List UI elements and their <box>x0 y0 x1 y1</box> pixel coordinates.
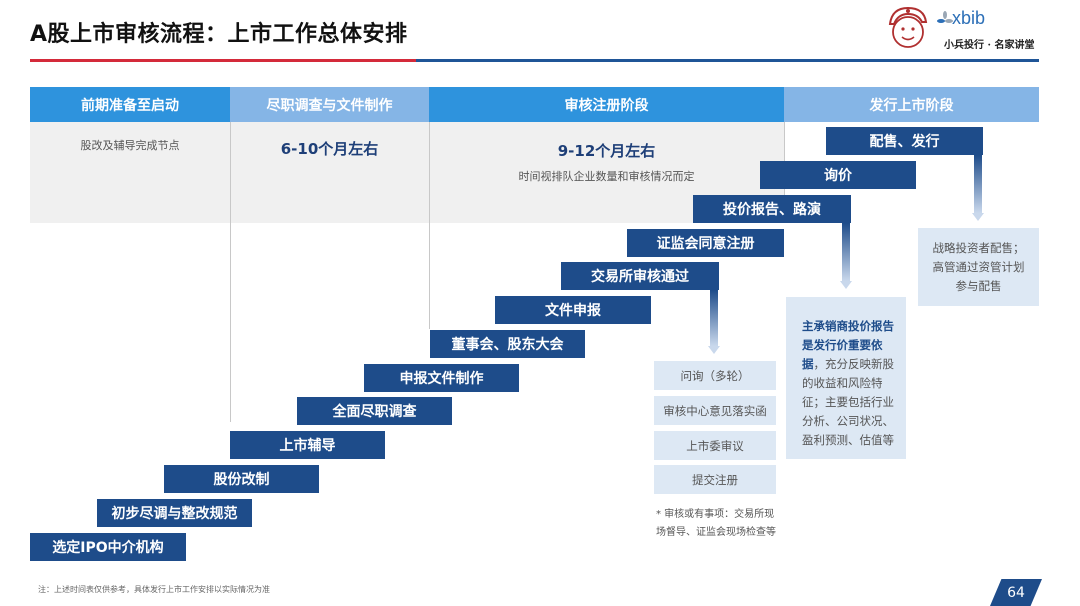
phase-header-issuance-listing: 发行上市阶段 <box>784 87 1039 122</box>
step-exchange-approval: 交易所审核通过 <box>561 262 719 290</box>
review-duration: 9-12个月左右 <box>557 142 656 160</box>
xbib-flower-icon <box>937 11 953 23</box>
review-contingency-note: * 审核或有事项：交易所现场督导、证监会现场检查等 <box>656 509 776 538</box>
title-underline-blue <box>416 59 1039 62</box>
review-duration-note: 时间视排队企业数量和审核情况而定 <box>518 170 695 183</box>
phase-header-review-registration: 审核注册阶段 <box>429 87 784 122</box>
mascot-logo-icon <box>888 6 928 48</box>
step-listing-tutoring: 上市辅导 <box>230 431 385 459</box>
step-filing-document-prep: 申报文件制作 <box>364 364 519 392</box>
phase-header-preparation: 前期准备至启动 <box>30 87 230 122</box>
exchange-review-arrow <box>710 290 718 346</box>
page-title: A股上市审核流程：上市工作总体安排 <box>30 22 408 47</box>
phase-divider-2 <box>429 122 430 329</box>
phase-info-panel <box>30 122 784 223</box>
review-item-submit-registration: 提交注册 <box>654 465 776 494</box>
step-board-shareholder-meeting: 董事会、股东大会 <box>430 330 585 358</box>
page-number: 64 <box>990 579 1042 606</box>
step-allotment-issuance: 配售、发行 <box>826 127 983 155</box>
phase-divider-1 <box>230 122 231 422</box>
preparation-milestone-note: 股改及辅导完成节点 <box>80 139 180 152</box>
allotment-arrow <box>974 155 982 213</box>
step-document-filing: 文件申报 <box>495 296 651 324</box>
arrow-down-icon <box>840 281 852 289</box>
step-valuation-report-roadshow: 投价报告、路演 <box>693 195 851 223</box>
review-item-inquiry: 问询（多轮） <box>654 361 776 390</box>
brand-subtitle: 小兵投行 · 名家讲堂 <box>944 40 1035 51</box>
step-initial-dd-rectification: 初步尽调与整改规范 <box>97 499 252 527</box>
pricing-report-detail: ，充分反映新股的收益和风险特征；主要包括行业分析、公司状况、盈利预测、估值等 <box>802 357 894 447</box>
strategic-allotment-text: 战略投资者配售；高管通过资管计划参与配售 <box>932 240 1025 293</box>
arrow-down-icon <box>972 213 984 221</box>
step-price-inquiry: 询价 <box>760 161 916 189</box>
brand-name: xbib <box>952 8 986 28</box>
step-full-due-diligence: 全面尽职调查 <box>297 397 452 425</box>
pricing-report-note: 主承销商投价报告是发行价重要依据，充分反映新股的收益和风险特征；主要包括行业分析… <box>786 297 906 459</box>
review-item-opinion-letter: 审核中心意见落实函 <box>654 396 776 425</box>
strategic-allotment-note: 战略投资者配售；高管通过资管计划参与配售 <box>918 228 1039 306</box>
phase-header-due-diligence: 尽职调查与文件制作 <box>230 87 429 122</box>
title-underline-red <box>30 59 416 62</box>
step-csrc-registration: 证监会同意注册 <box>627 229 784 257</box>
footnote: 注：上述时间表仅供参考，具体发行上市工作安排以实际情况为准 <box>38 585 270 594</box>
due-diligence-duration: 6-10个月左右 <box>280 140 379 158</box>
step-shareholding-reform: 股份改制 <box>164 465 319 493</box>
roadshow-arrow <box>842 223 850 281</box>
step-select-ipo-intermediaries: 选定IPO中介机构 <box>30 533 186 561</box>
arrow-down-icon <box>708 346 720 354</box>
review-item-listing-committee: 上市委审议 <box>654 431 776 460</box>
pricing-report-emphasis: 主承销商投价报告是发行价重要依据 <box>802 319 894 371</box>
